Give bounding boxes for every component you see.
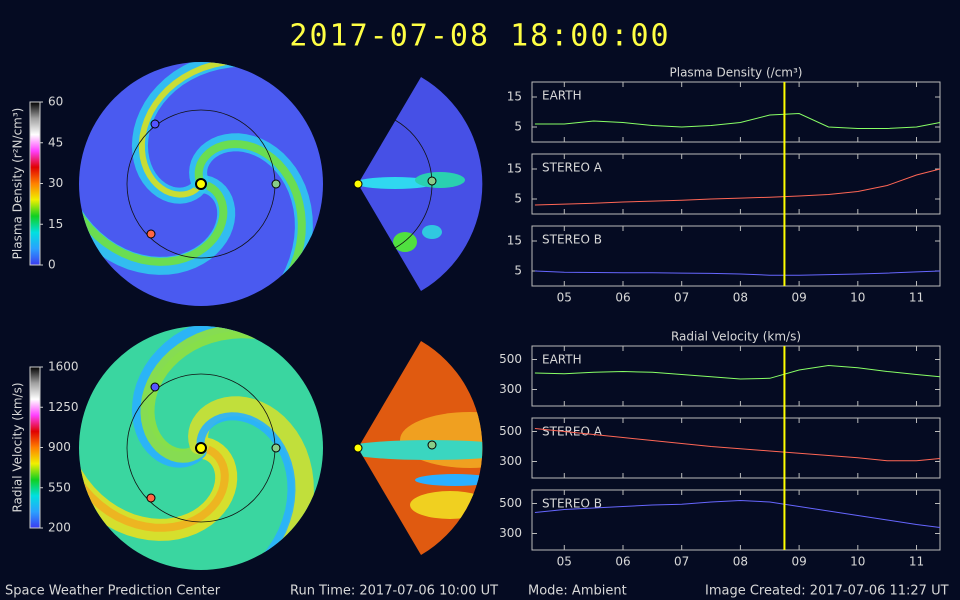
- earth: [427, 176, 437, 186]
- series-line: [534, 428, 941, 462]
- sun: [353, 443, 363, 453]
- series-name: EARTH: [542, 353, 582, 367]
- y-tick-label: 300: [499, 526, 522, 540]
- sun: [353, 179, 363, 189]
- colorbar: [29, 101, 41, 266]
- timestamp: 2017-07-08 18:00:00: [289, 19, 670, 54]
- series-name: STEREO B: [542, 233, 602, 247]
- spiral-arm: [88, 412, 296, 570]
- y-tick-label: 500: [499, 352, 522, 366]
- sun: [195, 178, 207, 190]
- y-tick-label: 300: [499, 382, 522, 396]
- series-line: [534, 364, 941, 380]
- series-line: [534, 168, 941, 206]
- image-created: Image Created: 2017-07-06 11:27 UT: [705, 584, 949, 599]
- x-tick-label: 09: [791, 291, 806, 305]
- x-tick-label: 07: [674, 291, 689, 305]
- colorbar-tick-label: 1250: [48, 400, 79, 414]
- spiral-arm: [127, 139, 306, 306]
- chart-title: Plasma Density (/cm³): [670, 66, 803, 80]
- density-wedge: [358, 77, 483, 291]
- x-tick-label: 05: [557, 555, 572, 569]
- stereo-a: [146, 229, 156, 239]
- panel-frame: [531, 345, 941, 407]
- spiral-arm: [130, 396, 314, 570]
- colorbar-tick-label: 30: [48, 176, 63, 190]
- feature: [393, 232, 417, 252]
- y-tick-label: 5: [514, 192, 522, 206]
- x-tick-label: 10: [850, 291, 865, 305]
- colorbar-tick-label: 900: [48, 440, 71, 454]
- panel-frame: [531, 153, 941, 215]
- earth: [271, 443, 281, 453]
- colorbar-tick-label: 550: [48, 480, 71, 494]
- sun: [195, 442, 207, 454]
- velocity-wedge: [358, 341, 483, 555]
- series-line: [534, 112, 941, 129]
- orbit: [394, 119, 433, 249]
- series-name: EARTH: [542, 89, 582, 103]
- series-line: [534, 499, 941, 528]
- run-time: Run Time: 2017-07-06 10:00 UT: [290, 584, 498, 599]
- earth: [427, 440, 437, 450]
- y-tick-label: 5: [514, 264, 522, 278]
- y-tick-label: 300: [499, 454, 522, 468]
- x-tick-label: 11: [909, 291, 924, 305]
- stereo-b: [150, 382, 160, 392]
- series-name: STEREO B: [542, 497, 602, 511]
- x-tick-label: 06: [615, 291, 630, 305]
- colorbar-tick-label: 15: [48, 217, 63, 231]
- x-tick-label: 05: [557, 291, 572, 305]
- stereo-b: [150, 119, 160, 129]
- panel-frame: [531, 417, 941, 479]
- colorbar-tick-label: 0: [48, 258, 56, 272]
- spiral-arm: [79, 62, 228, 266]
- spiral-arm: [79, 326, 229, 532]
- feature: [358, 440, 483, 460]
- series-name: STEREO A: [542, 161, 603, 175]
- y-tick-label: 15: [507, 162, 522, 176]
- y-tick-label: 500: [499, 496, 522, 510]
- x-tick-label: 09: [791, 555, 806, 569]
- x-tick-label: 10: [850, 555, 865, 569]
- feature: [415, 172, 465, 188]
- spiral-arms: [79, 62, 323, 306]
- wedge-features: [358, 412, 483, 519]
- x-tick-label: 11: [909, 555, 924, 569]
- y-tick-label: 500: [499, 424, 522, 438]
- colorbar-tick-label: 200: [48, 521, 71, 535]
- series-name: STEREO A: [542, 425, 603, 439]
- colorbar-tick-label: 1600: [48, 360, 79, 374]
- panel-frame: [531, 81, 941, 143]
- x-tick-label: 08: [733, 291, 748, 305]
- x-tick-label: 06: [615, 555, 630, 569]
- earth: [271, 179, 281, 189]
- y-tick-label: 5: [514, 120, 522, 134]
- bodies: [146, 119, 437, 503]
- panel-frame: [531, 225, 941, 287]
- colorbar-title: Plasma Density (r²N/cm³): [11, 108, 25, 260]
- colorbar-title: Radial Velocity (km/s): [11, 382, 25, 512]
- colorbar-tick-label: 45: [48, 135, 63, 149]
- stereo-a: [146, 493, 156, 503]
- series-line: [534, 270, 941, 276]
- colorbar-tick-label: 60: [48, 95, 63, 109]
- chart-title: Radial Velocity (km/s): [671, 330, 801, 344]
- feature: [415, 474, 483, 486]
- feature: [422, 225, 442, 239]
- y-tick-label: 15: [507, 234, 522, 248]
- wedge-features: [358, 172, 465, 252]
- mode: Mode: Ambient: [528, 584, 627, 599]
- x-tick-label: 08: [733, 555, 748, 569]
- panel-frame: [531, 489, 941, 551]
- colorbar: [29, 366, 41, 529]
- y-tick-label: 15: [507, 90, 522, 104]
- x-tick-label: 07: [674, 555, 689, 569]
- agency: Space Weather Prediction Center: [5, 584, 221, 599]
